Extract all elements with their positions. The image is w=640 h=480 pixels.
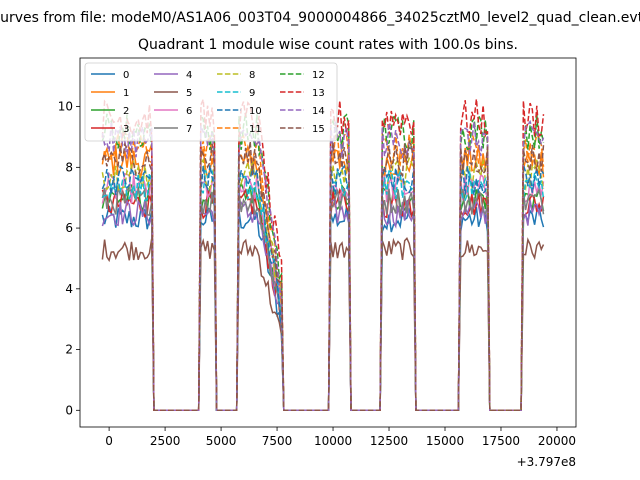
legend-label-13: 13 (312, 88, 325, 99)
legend-label-11: 11 (249, 124, 262, 135)
y-tick-label: 2 (65, 343, 73, 357)
series-line-5 (101, 236, 545, 412)
x-tick-label: 17500 (482, 434, 520, 448)
series-lines (101, 99, 545, 412)
legend-label-4: 4 (186, 70, 192, 81)
series-line-3 (101, 187, 545, 412)
legend-label-10: 10 (249, 106, 262, 117)
legend-label-2: 2 (123, 106, 129, 117)
series-line-9 (101, 168, 545, 412)
x-tick-label: 12500 (370, 434, 408, 448)
legend-label-9: 9 (249, 88, 255, 99)
chart-title: Quadrant 1 module wise count rates with … (138, 37, 518, 53)
x-tick-label: 7500 (262, 434, 293, 448)
legend-label-12: 12 (312, 70, 325, 81)
x-offset-label: +3.797e8 (517, 455, 576, 469)
legend-label-0: 0 (123, 70, 129, 81)
series-line-0 (101, 203, 545, 412)
legend-label-1: 1 (123, 88, 129, 99)
x-axis-ticks: 0 2500 5000 7500 10000 12500 15000 17500 20000 (105, 427, 576, 448)
legend-label-3: 3 (123, 124, 129, 135)
legend-label-15: 15 (312, 124, 325, 135)
series-line-15 (101, 139, 545, 412)
series-line-4 (101, 199, 545, 412)
x-tick-label: 15000 (426, 434, 464, 448)
x-tick-label: 10000 (314, 434, 352, 448)
legend-label-8: 8 (249, 70, 255, 81)
y-tick-label: 8 (65, 160, 73, 174)
y-tick-label: 10 (58, 100, 73, 114)
y-tick-label: 4 (65, 282, 73, 296)
series-line-11 (101, 131, 545, 412)
axes-frame (79, 57, 577, 428)
x-tick-label: 0 (105, 434, 113, 448)
legend-box (84, 62, 338, 142)
x-tick-label: 5000 (206, 434, 237, 448)
legend-label-6: 6 (186, 106, 192, 117)
legend-label-7: 7 (186, 124, 192, 135)
y-axis-ticks: 0 2 4 6 8 10 (58, 100, 80, 417)
y-tick-label: 6 (65, 221, 73, 235)
x-tick-label: 2500 (150, 434, 181, 448)
legend-label-5: 5 (186, 88, 192, 99)
series-line-13 (101, 99, 545, 412)
legend-label-14: 14 (312, 106, 325, 117)
y-tick-label: 0 (65, 403, 73, 417)
figure-suptitle: Light curves from file: modeM0/AS1A06_00… (0, 10, 640, 26)
x-tick-label: 20000 (538, 434, 576, 448)
